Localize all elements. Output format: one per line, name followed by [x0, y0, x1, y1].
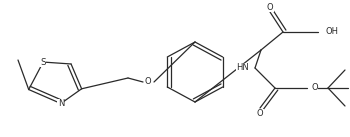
Text: S: S: [40, 58, 46, 67]
Text: OH: OH: [326, 28, 339, 36]
Text: O: O: [311, 83, 318, 92]
Text: O: O: [267, 2, 273, 12]
Text: O: O: [257, 109, 263, 119]
Text: O: O: [145, 78, 151, 86]
Text: N: N: [58, 99, 64, 108]
Text: HN: HN: [236, 64, 249, 72]
